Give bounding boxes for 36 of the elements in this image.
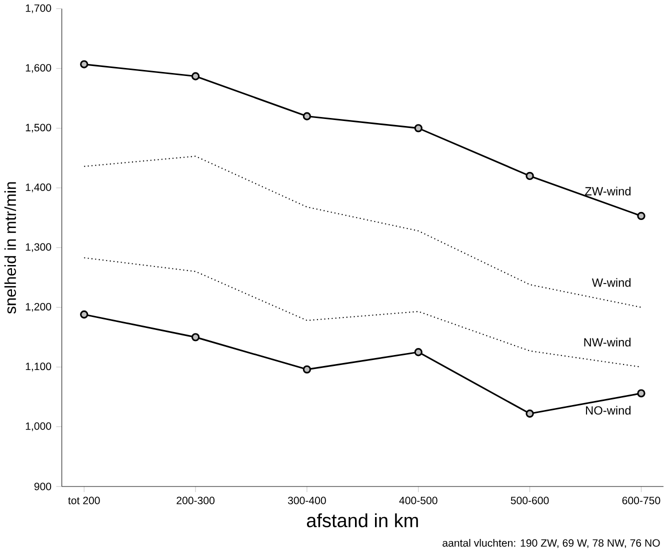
series-label: W-wind	[592, 278, 631, 287]
y-tick-label: 1,000	[26, 422, 52, 431]
x-tick-label: 300-400	[288, 496, 326, 504]
point	[191, 332, 200, 342]
x-tick-label: 600-750	[622, 496, 660, 504]
x-tick-label: 200-300	[176, 496, 214, 504]
y-axis-title: snelheid in mtr/min	[4, 182, 16, 314]
point	[637, 212, 646, 220]
y-tick-label: 1,400	[26, 183, 52, 192]
x-tick-label: tot 200	[68, 496, 100, 504]
point	[302, 365, 312, 374]
text: aantal vluchten: 190 ZW, 69 W, 78 NW, 76 NO	[442, 538, 660, 548]
point	[80, 310, 88, 318]
x-axis-title: afstand in km	[306, 513, 418, 528]
series-label: NW-wind	[584, 338, 630, 346]
point	[414, 124, 422, 132]
x-tick-label: 400-500	[399, 496, 438, 504]
y-tick-label: 900	[34, 482, 52, 490]
line-series	[84, 257, 642, 368]
point	[302, 112, 312, 120]
y-tick-label: 1,300	[26, 243, 52, 252]
y-tick-label: 1,600	[26, 64, 52, 73]
series-label: NO-wind	[586, 406, 630, 414]
point	[526, 172, 534, 180]
x-tick-label: 500-600	[510, 496, 549, 504]
line-series	[84, 156, 642, 308]
point	[191, 72, 200, 80]
point	[414, 348, 422, 356]
y-tick-label: 1,100	[26, 362, 52, 372]
y-tick-label: 1,200	[26, 302, 52, 312]
y-tick-label: 1,500	[26, 124, 52, 132]
series-label: ZW-wind	[585, 186, 631, 196]
point	[637, 389, 646, 398]
point	[526, 409, 534, 418]
y-tick-label: 1,700	[26, 4, 52, 13]
point	[80, 60, 88, 68]
